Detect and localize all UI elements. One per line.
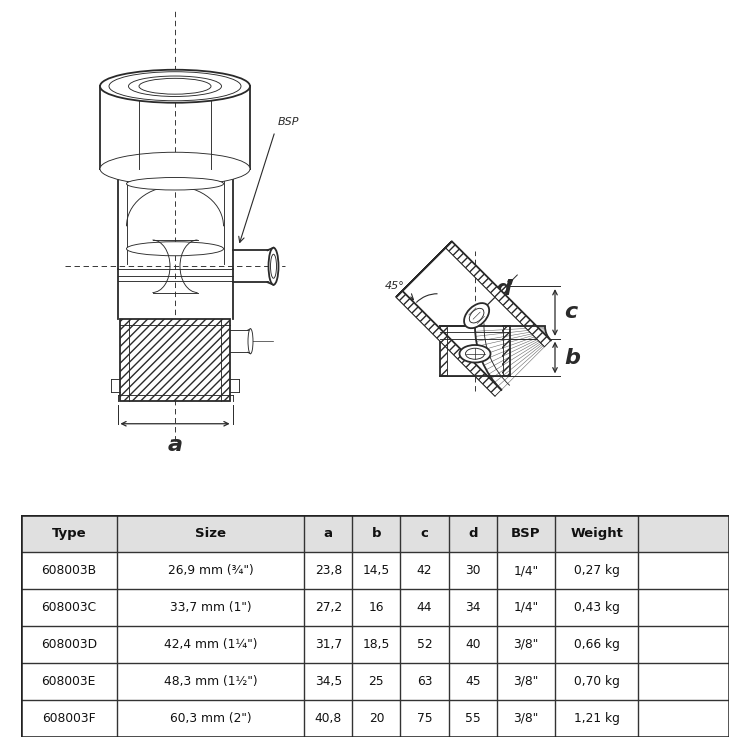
Text: a: a	[324, 527, 333, 540]
Text: 3/8": 3/8"	[513, 712, 538, 724]
Text: 14,5: 14,5	[363, 564, 390, 577]
Ellipse shape	[248, 328, 253, 354]
Text: 42,4 mm (1¼"): 42,4 mm (1¼")	[164, 638, 257, 651]
Text: 3/8": 3/8"	[513, 675, 538, 688]
Text: c: c	[564, 302, 578, 322]
Ellipse shape	[127, 178, 224, 190]
Text: 40: 40	[465, 638, 481, 651]
Text: 25: 25	[368, 675, 384, 688]
Bar	[120, 319, 230, 401]
Text: 20: 20	[369, 712, 384, 724]
Text: d: d	[468, 527, 478, 540]
Text: 26,9 mm (¾"): 26,9 mm (¾")	[167, 564, 254, 577]
Ellipse shape	[271, 254, 277, 278]
Text: 42: 42	[417, 564, 432, 577]
Bar	[21, 515, 729, 552]
Text: 55: 55	[465, 712, 481, 724]
Ellipse shape	[127, 242, 224, 256]
Ellipse shape	[109, 72, 241, 100]
Text: 45°: 45°	[385, 281, 405, 291]
Text: 608003B: 608003B	[41, 564, 96, 577]
Text: 1,21 kg: 1,21 kg	[574, 712, 620, 724]
Text: 608003F: 608003F	[42, 712, 95, 724]
Text: 63: 63	[417, 675, 432, 688]
Text: 30: 30	[465, 564, 481, 577]
Ellipse shape	[100, 152, 250, 185]
Text: 608003C: 608003C	[41, 601, 96, 614]
Text: Type: Type	[52, 527, 86, 540]
Text: 16: 16	[369, 601, 384, 614]
Ellipse shape	[100, 70, 250, 103]
Ellipse shape	[464, 303, 489, 328]
Text: 23,8: 23,8	[315, 564, 342, 577]
Polygon shape	[396, 291, 501, 396]
Text: b: b	[564, 347, 580, 368]
Ellipse shape	[128, 76, 221, 97]
Text: 33,7 mm (1"): 33,7 mm (1")	[170, 601, 251, 614]
Ellipse shape	[466, 348, 484, 359]
Text: BSP: BSP	[511, 527, 541, 540]
Text: 3/8": 3/8"	[513, 638, 538, 651]
Text: 1/4": 1/4"	[513, 601, 538, 614]
Text: 0,70 kg: 0,70 kg	[574, 675, 620, 688]
Text: 1/4": 1/4"	[513, 564, 538, 577]
Text: 52: 52	[417, 638, 432, 651]
Text: 75: 75	[417, 712, 432, 724]
Text: 48,3 mm (1½"): 48,3 mm (1½")	[164, 675, 257, 688]
Text: 0,43 kg: 0,43 kg	[574, 601, 620, 614]
Text: Size: Size	[195, 527, 226, 540]
Text: d: d	[495, 279, 511, 299]
Text: 45: 45	[465, 675, 481, 688]
Text: c: c	[421, 527, 428, 540]
Polygon shape	[446, 242, 550, 346]
Text: 34,5: 34,5	[315, 675, 342, 688]
Text: a: a	[167, 435, 182, 454]
Bar	[448, 326, 503, 376]
Text: 608003E: 608003E	[41, 675, 96, 688]
Ellipse shape	[268, 248, 278, 285]
Text: 0,66 kg: 0,66 kg	[574, 638, 620, 651]
Text: 0,27 kg: 0,27 kg	[574, 564, 620, 577]
Ellipse shape	[139, 78, 211, 94]
Text: 608003D: 608003D	[40, 638, 97, 651]
Text: 34: 34	[465, 601, 481, 614]
Text: BSP: BSP	[278, 117, 299, 128]
Text: 40,8: 40,8	[315, 712, 342, 724]
Text: 31,7: 31,7	[315, 638, 342, 651]
Text: 18,5: 18,5	[363, 638, 390, 651]
Polygon shape	[396, 242, 451, 297]
Ellipse shape	[470, 308, 484, 323]
Text: 44: 44	[417, 601, 432, 614]
Text: Weight: Weight	[570, 527, 623, 540]
Text: b: b	[372, 527, 381, 540]
Text: 27,2: 27,2	[315, 601, 342, 614]
Bar	[440, 326, 510, 376]
Text: 60,3 mm (2"): 60,3 mm (2")	[170, 712, 251, 724]
Ellipse shape	[460, 345, 490, 362]
